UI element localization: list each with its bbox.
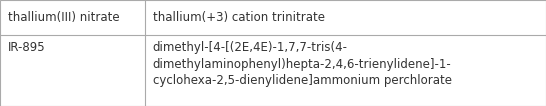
Text: thallium(III) nitrate: thallium(III) nitrate <box>8 11 120 24</box>
Text: thallium(+3) cation trinitrate: thallium(+3) cation trinitrate <box>153 11 325 24</box>
Text: IR-895: IR-895 <box>8 41 46 54</box>
Text: dimethyl-[4-[(2E,4E)-1,7,7-tris(4-
dimethylaminophenyl)hepta-2,4,6-trienylidene]: dimethyl-[4-[(2E,4E)-1,7,7-tris(4- dimet… <box>153 41 452 87</box>
